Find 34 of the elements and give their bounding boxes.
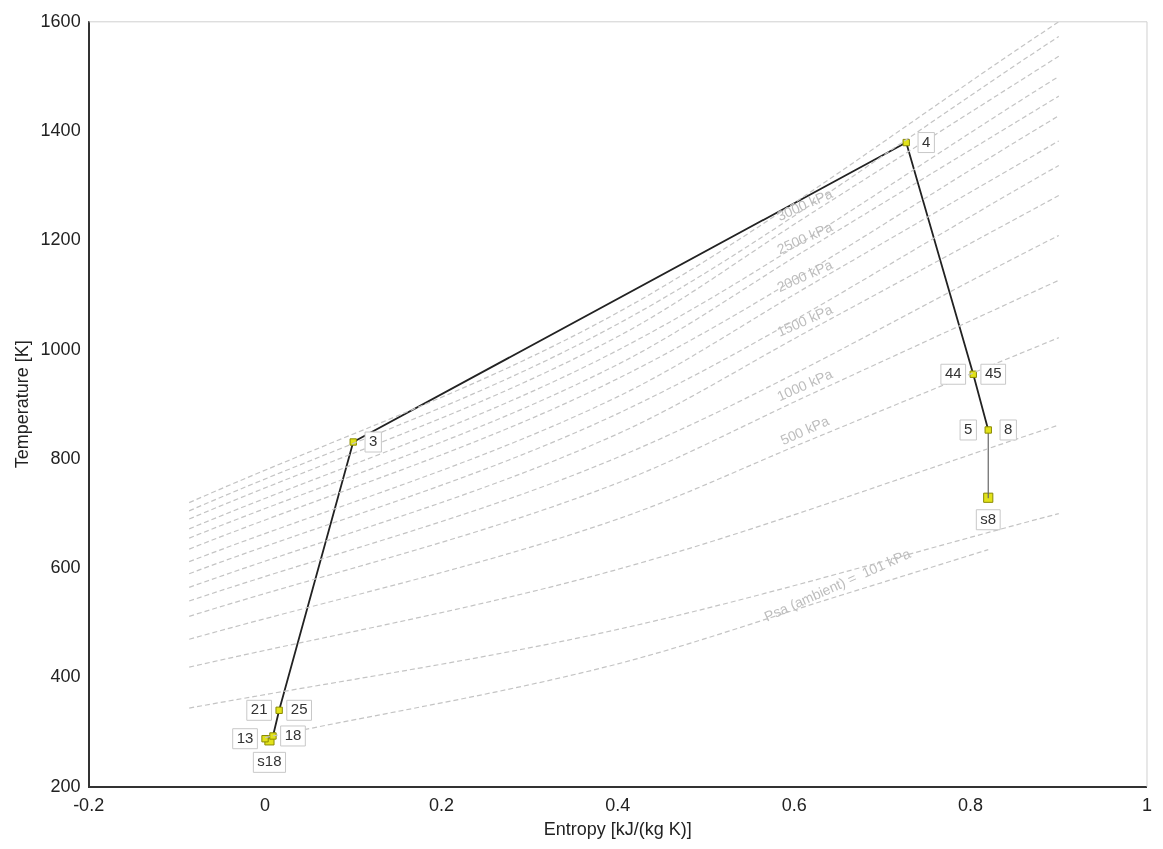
annotation: 8 (1004, 420, 1013, 438)
annotation: s8 (980, 509, 997, 527)
y-tick-label: 1400 (40, 120, 81, 141)
annotation: 1500 kPa (774, 300, 836, 340)
annotation: 2000 kPa (774, 256, 836, 295)
y-tick-label: 1600 (40, 10, 81, 31)
annotation: 500 kPa (777, 412, 832, 448)
y-tick-label: 800 (50, 447, 81, 468)
y-tick-label: 1000 (40, 338, 81, 359)
x-tick-label: -0.2 (73, 794, 105, 815)
annotation: 18 (284, 726, 302, 744)
x-axis-title: Entropy [kJ/(kg K)] (543, 819, 692, 840)
x-tick-label: 1 (1141, 794, 1152, 815)
annotation: 5 (964, 420, 973, 438)
annotation: 3000 kPa (774, 185, 836, 224)
x-tick-label: 0 (260, 794, 271, 815)
annotation: 3 (369, 432, 378, 450)
annotation: 45 (984, 364, 1002, 382)
annotation: 4 (922, 132, 931, 150)
annotation: 44 (944, 364, 962, 382)
y-axis-title: Temperature [K] (11, 340, 32, 469)
annotation: s18 (257, 752, 282, 770)
annotation: 21 (250, 700, 268, 718)
y-tick-label: 200 (50, 775, 81, 796)
y-tick-label: 400 (50, 666, 81, 687)
x-tick-label: 0.2 (428, 794, 454, 815)
annotation: 1000 kPa (774, 365, 836, 405)
annotation: 13 (236, 728, 254, 746)
x-tick-label: 0.6 (781, 794, 807, 815)
x-tick-label: 0.8 (958, 794, 984, 815)
annotation: 25 (290, 700, 308, 718)
x-tick-label: 0.4 (605, 794, 631, 815)
y-tick-label: 600 (50, 557, 81, 578)
y-tick-label: 1200 (40, 229, 81, 250)
